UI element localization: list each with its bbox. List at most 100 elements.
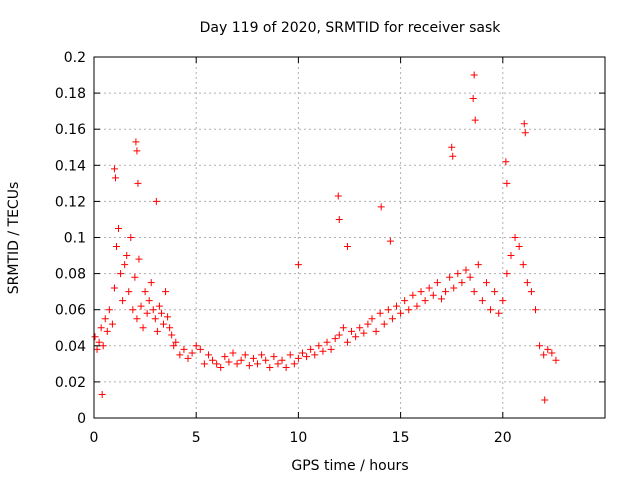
data-point: [137, 302, 145, 310]
y-axis-label: SRMTID / TECUs: [6, 182, 22, 295]
data-point: [278, 356, 286, 364]
data-point: [331, 335, 339, 343]
y-tick-label: 0.1: [64, 231, 86, 247]
data-point: [145, 297, 153, 305]
data-point: [213, 360, 221, 368]
data-point: [499, 297, 507, 305]
data-point: [515, 243, 523, 251]
x-tick-label: 5: [192, 430, 201, 446]
data-point: [237, 356, 245, 364]
data-point: [397, 309, 405, 317]
data-point: [159, 320, 167, 328]
data-point: [152, 197, 160, 205]
data-point: [386, 237, 394, 245]
data-point: [368, 315, 376, 323]
data-point: [335, 331, 343, 339]
x-tick-label: 0: [90, 430, 99, 446]
data-point: [200, 360, 208, 368]
data-point: [108, 320, 116, 328]
data-point: [548, 349, 556, 357]
data-point: [262, 356, 270, 364]
y-tick-label: 0: [77, 411, 86, 427]
data-point: [417, 288, 425, 296]
data-point: [521, 129, 529, 137]
data-point: [478, 297, 486, 305]
y-tick-label: 0.02: [55, 375, 86, 391]
data-point: [105, 306, 113, 314]
data-point: [245, 362, 253, 370]
data-point: [103, 327, 111, 335]
data-point: [170, 342, 178, 350]
data-point: [93, 345, 101, 353]
data-point: [139, 324, 147, 332]
data-point: [527, 288, 535, 296]
x-tick-label: 20: [494, 430, 512, 446]
y-tick-label: 0.2: [64, 50, 86, 66]
data-point: [401, 297, 409, 305]
data-point: [176, 351, 184, 359]
data-point: [129, 306, 137, 314]
data-point: [335, 215, 343, 223]
data-point: [376, 309, 384, 317]
data-point: [143, 309, 151, 317]
data-point: [294, 261, 302, 269]
data-point: [413, 302, 421, 310]
data-point: [471, 116, 479, 124]
data-point: [511, 234, 519, 241]
data-point: [348, 327, 356, 335]
data-point: [470, 288, 478, 296]
data-point: [188, 349, 196, 357]
data-point: [311, 351, 319, 359]
data-point: [458, 279, 466, 287]
data-point: [155, 302, 163, 310]
data-point: [282, 363, 290, 371]
data-point: [233, 360, 241, 368]
data-point: [352, 333, 360, 341]
data-point: [319, 347, 327, 355]
data-point: [119, 297, 127, 305]
data-point: [519, 261, 527, 269]
data-point: [380, 320, 388, 328]
data-point: [442, 288, 450, 296]
data-point: [149, 306, 157, 314]
data-point: [99, 342, 107, 350]
data-point: [552, 356, 560, 364]
data-point: [258, 351, 266, 359]
data-point: [157, 309, 165, 317]
data-point: [541, 396, 549, 404]
data-point: [270, 353, 278, 361]
data-point: [540, 351, 548, 359]
data-point: [474, 261, 482, 269]
data-point: [249, 354, 257, 362]
data-point: [132, 138, 140, 146]
y-tick-label: 0.06: [55, 303, 86, 319]
data-point: [127, 234, 135, 241]
data-point: [502, 158, 510, 166]
data-point: [523, 279, 531, 287]
data-point: [133, 315, 141, 323]
data-point: [307, 345, 315, 353]
data-point: [450, 284, 458, 292]
data-point: [466, 273, 474, 281]
data-point: [360, 329, 368, 337]
data-point: [446, 273, 454, 281]
data-point: [164, 313, 172, 321]
data-point: [217, 363, 225, 371]
data-point: [536, 342, 544, 350]
data-point: [180, 345, 188, 353]
data-point: [121, 261, 129, 269]
data-point: [364, 320, 372, 328]
axis-ticks: 0 0.02 0.04 0.06 0.08 0.1 0.12 0.14 0.16 0.18 0.2 0…: [55, 50, 605, 446]
data-point: [298, 349, 306, 357]
data-point: [503, 270, 511, 278]
data-point: [125, 288, 133, 296]
data-point: [225, 358, 233, 366]
data-point: [532, 306, 540, 314]
data-point: [98, 391, 106, 399]
data-point: [192, 342, 200, 350]
data-point: [482, 279, 490, 287]
data-point: [101, 315, 109, 323]
data-point: [339, 324, 347, 332]
data-point: [166, 324, 174, 332]
data-point: [462, 266, 470, 274]
